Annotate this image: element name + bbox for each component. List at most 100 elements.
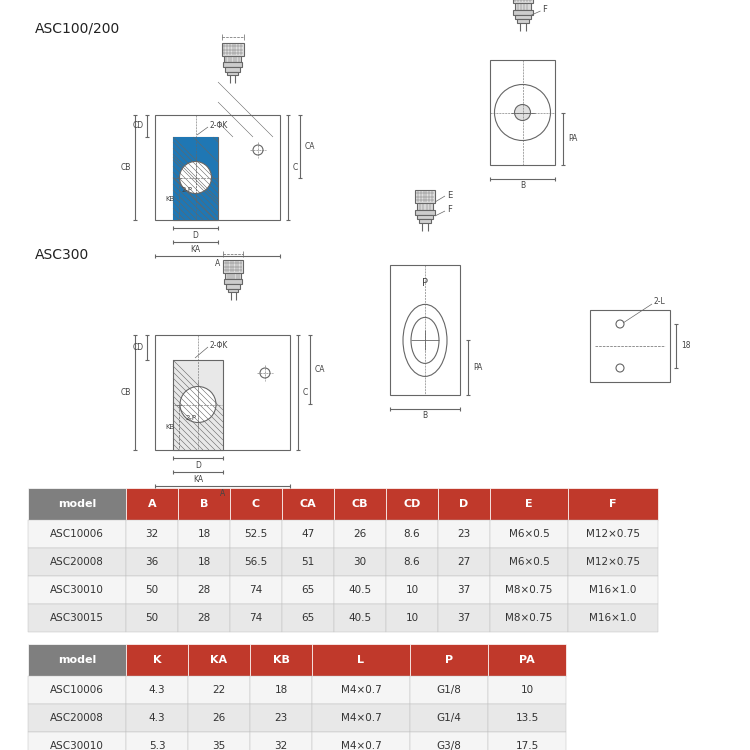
Text: F: F (609, 499, 616, 509)
Bar (126, 676, 188, 704)
Bar (490, 520, 568, 548)
Text: 8.6: 8.6 (404, 557, 420, 567)
Text: E: E (525, 499, 532, 509)
Bar (438, 548, 490, 576)
Text: 65: 65 (302, 585, 315, 595)
Circle shape (253, 145, 263, 155)
Text: P: P (445, 655, 453, 665)
Bar (28, 520, 126, 548)
Bar (334, 576, 386, 604)
Bar (126, 576, 178, 604)
Bar (568, 548, 658, 576)
Bar (334, 548, 386, 576)
Bar (126, 604, 178, 632)
Text: 2-P: 2-P (182, 187, 193, 193)
Text: L: L (358, 655, 364, 665)
Text: B: B (200, 499, 208, 509)
Text: 23: 23 (274, 713, 288, 723)
Text: 52.5: 52.5 (244, 529, 268, 539)
Bar (490, 576, 568, 604)
Text: 30: 30 (353, 557, 367, 567)
Text: 4.3: 4.3 (148, 685, 165, 695)
Bar (228, 289, 238, 292)
Bar (224, 279, 242, 284)
Text: 23: 23 (458, 529, 471, 539)
Text: 17.5: 17.5 (515, 741, 538, 750)
Bar (334, 604, 386, 632)
Bar (438, 604, 490, 632)
Text: PA: PA (568, 134, 578, 143)
Bar (173, 360, 223, 450)
Text: 18: 18 (681, 341, 691, 350)
Bar (221, 43, 244, 56)
Bar (28, 488, 126, 520)
Text: 10: 10 (520, 685, 533, 695)
Bar (514, 15, 530, 19)
Bar (438, 520, 490, 548)
Circle shape (180, 386, 216, 422)
Bar (230, 604, 282, 632)
Text: 26: 26 (353, 529, 367, 539)
Text: 8.6: 8.6 (404, 529, 420, 539)
Bar (590, 310, 670, 382)
Text: CA: CA (299, 499, 316, 509)
Text: CD: CD (133, 343, 144, 352)
Text: G3/8: G3/8 (436, 741, 461, 750)
Bar (386, 576, 438, 604)
Text: M4×0.7: M4×0.7 (340, 741, 381, 750)
Text: 56.5: 56.5 (244, 557, 268, 567)
Bar (334, 520, 386, 548)
Text: KB: KB (166, 196, 175, 202)
Bar (225, 273, 242, 279)
Bar (514, 3, 530, 10)
Text: 4.3: 4.3 (148, 713, 165, 723)
Bar (126, 704, 188, 732)
Circle shape (179, 161, 212, 194)
Text: F: F (542, 5, 548, 14)
Bar (488, 676, 566, 704)
Text: 32: 32 (146, 529, 159, 539)
Text: M4×0.7: M4×0.7 (340, 685, 381, 695)
Bar (155, 335, 290, 450)
Bar (488, 704, 566, 732)
Bar (312, 644, 410, 676)
Bar (488, 644, 566, 676)
Bar (230, 520, 282, 548)
Bar (386, 548, 438, 576)
Bar (282, 548, 334, 576)
Bar (28, 644, 126, 676)
Bar (490, 604, 568, 632)
Bar (512, 0, 532, 3)
Bar (512, 10, 532, 15)
Text: M16×1.0: M16×1.0 (590, 585, 637, 595)
Bar (312, 732, 410, 750)
Bar (227, 71, 238, 74)
Text: KB: KB (272, 655, 290, 665)
Text: M6×0.5: M6×0.5 (509, 557, 549, 567)
Bar (417, 203, 433, 210)
Bar (312, 676, 410, 704)
Text: ASC100/200: ASC100/200 (35, 22, 120, 36)
Bar (410, 644, 488, 676)
Text: ASC10006: ASC10006 (50, 529, 104, 539)
Circle shape (514, 104, 530, 121)
Bar (410, 676, 488, 704)
Text: KA: KA (190, 244, 200, 254)
Bar (224, 260, 243, 273)
Bar (312, 704, 410, 732)
Bar (28, 732, 126, 750)
Text: 74: 74 (249, 613, 262, 623)
Text: D: D (195, 460, 201, 470)
Text: 2-ΦK: 2-ΦK (210, 340, 228, 350)
Text: 36: 36 (146, 557, 159, 567)
Bar (28, 704, 126, 732)
Text: 18: 18 (197, 557, 211, 567)
Bar (230, 548, 282, 576)
Bar (126, 644, 188, 676)
Bar (490, 548, 568, 576)
Text: 2-L: 2-L (653, 298, 665, 307)
Bar (178, 548, 230, 576)
Bar (178, 576, 230, 604)
Text: E: E (447, 190, 452, 200)
Bar (224, 56, 241, 62)
